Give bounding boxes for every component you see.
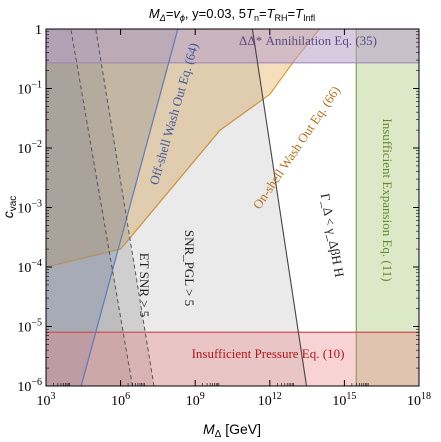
y-axis-title: cvac [0,196,19,219]
gamma-delta-boundary [251,29,308,386]
y-tick-label: 10−1 [17,80,42,98]
x-tick-label: 106 [111,391,130,409]
pressure-label: Insufficient Pressure Eq. (10) [192,346,345,361]
snr-pgl-region [46,29,154,386]
annihilation-label: ΔΔ* Annihilation Eq. (35) [239,33,377,48]
x-tick-label: 109 [186,391,205,409]
y-tick-label: 10−4 [17,258,42,276]
x-tick-label: 1015 [332,391,356,409]
x-tick-label: 103 [37,391,56,409]
offshell-boundary [80,29,179,386]
et-snr-label: ET SNR > 5 [137,253,152,318]
y-tick-label: 10−6 [17,377,42,395]
expansion-label: Insufficient Expansion Eq. (11) [380,118,395,281]
et-snr-boundary [70,29,133,386]
x-axis: 103 106 109 1012 1015 1018 [37,29,431,409]
expansion-region [356,29,419,386]
y-tick-label: 10−2 [17,139,42,157]
offshell-region [46,29,178,386]
y-tick-label: 10−5 [17,318,42,336]
y-tick-label: 1 [35,23,42,38]
x-tick-label: 1018 [407,391,431,409]
chart-title: MΔ=vϕ, y=0.03, 5Tn=TRH=TInfl [149,6,315,23]
plot-regions [46,29,419,386]
x-axis-title: MΔ [GeV] [203,421,261,440]
gamma-delta-region [46,29,307,386]
pressure-region [46,332,419,386]
x-tick-label: 1012 [258,391,282,409]
snr-pgl-boundary [95,29,155,386]
et-snr-region [46,29,133,386]
annihilation-region [46,29,419,63]
onshell-region [46,29,320,267]
y-tick-label: 10−3 [17,199,42,217]
snr-pgl-label: SNR_PGL > 5 [182,230,197,306]
y-axis: 1 10−1 10−2 10−3 10−4 10−5 10−6 [17,23,419,395]
gamma-delta-label: Γ_Δ < γ_ΔβH H [318,192,347,278]
